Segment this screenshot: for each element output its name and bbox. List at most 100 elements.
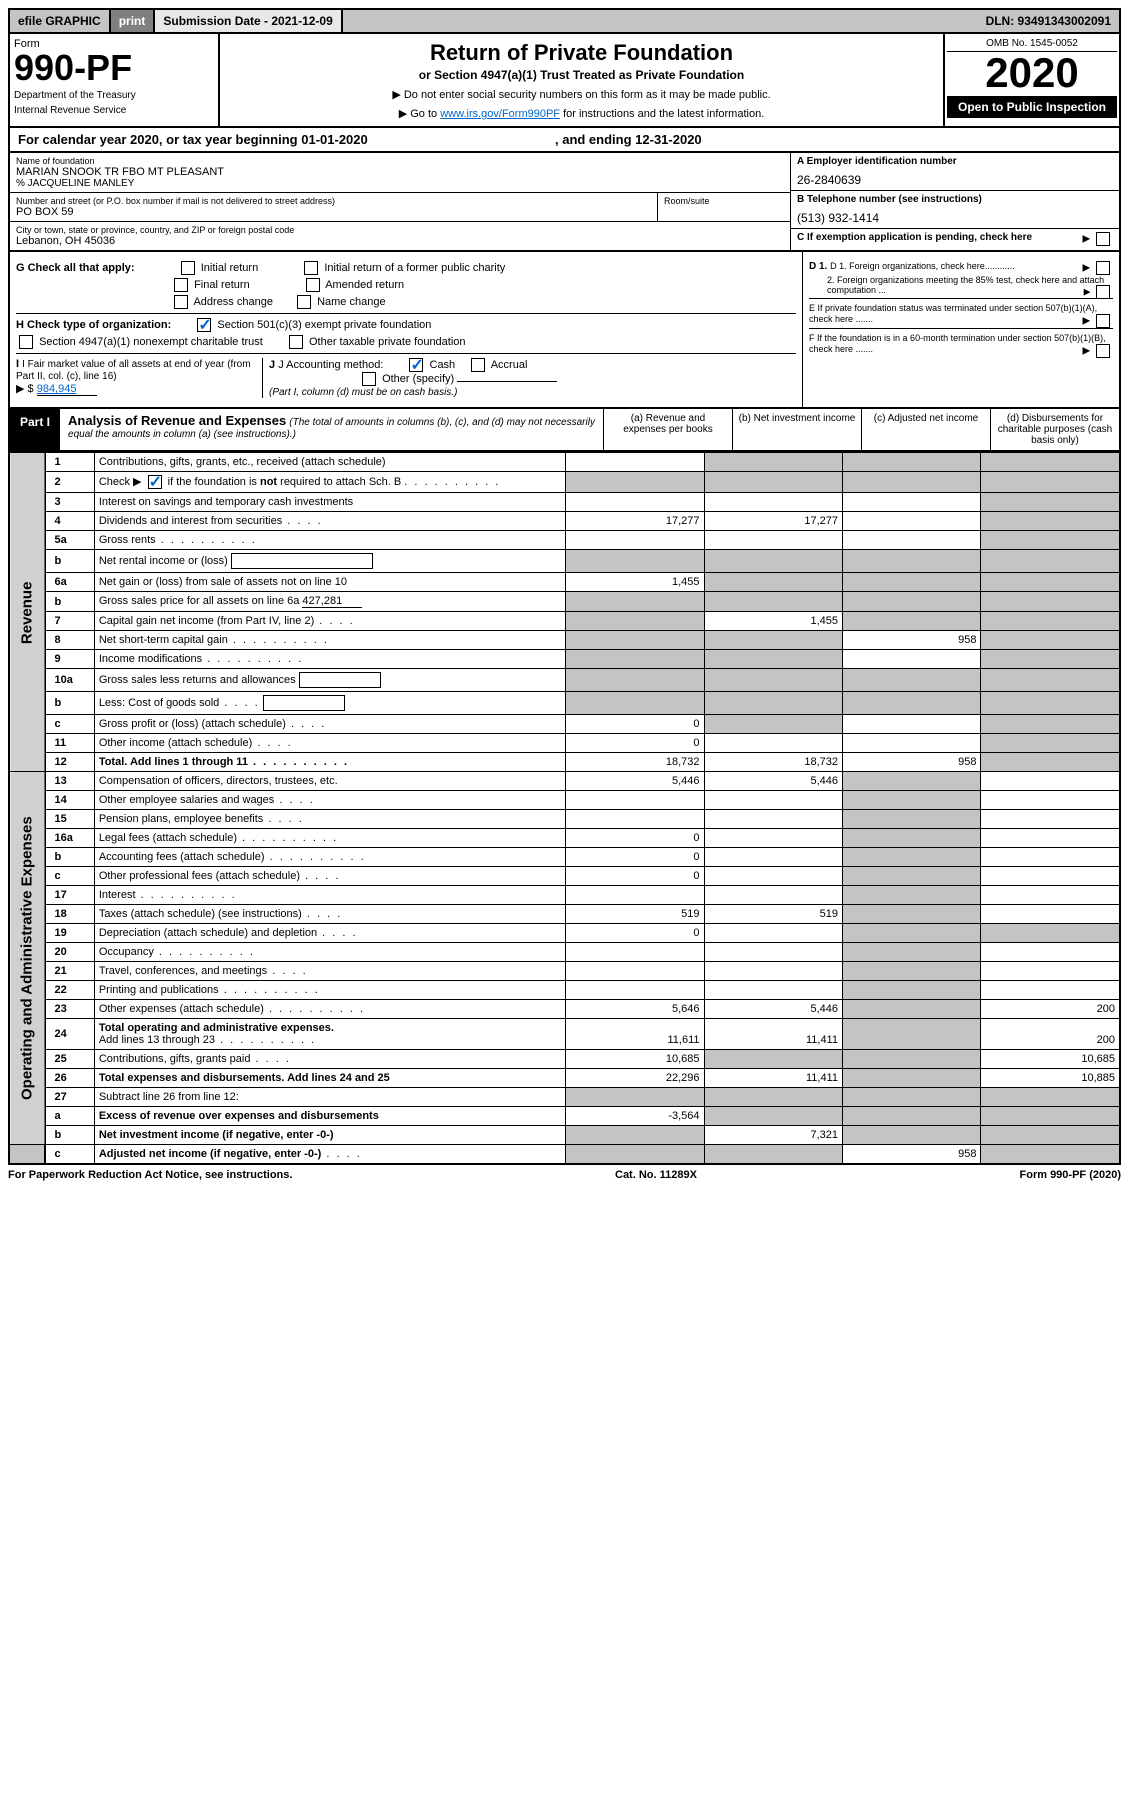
r16b: 0: [566, 848, 704, 867]
print-button[interactable]: print: [111, 10, 156, 32]
r24b: 11,411: [704, 1019, 842, 1050]
form-subtitle: or Section 4947(a)(1) Trust Treated as P…: [226, 68, 937, 82]
col-c-header: (c) Adjusted net income: [861, 409, 990, 450]
exemption-pending-label: C If exemption application is pending, c…: [797, 232, 1032, 243]
foundation-name-label: Name of foundation: [16, 156, 784, 166]
ein-value: 26-2840639: [797, 173, 1113, 187]
r24a: 11,611: [566, 1019, 704, 1050]
cb-d1[interactable]: [1096, 261, 1110, 275]
ein-label: A Employer identification number: [797, 156, 1113, 167]
form-title: Return of Private Foundation: [226, 40, 937, 66]
year-end: 12-31-2020: [635, 132, 702, 147]
header-note-1: ▶ Do not enter social security numbers o…: [226, 88, 937, 101]
col-a-header: (a) Revenue and expenses per books: [603, 409, 732, 450]
r12a: 18,732: [566, 753, 704, 772]
fmv-value[interactable]: 984,945: [37, 383, 97, 396]
page-footer: For Paperwork Reduction Act Notice, see …: [8, 1165, 1121, 1185]
r4b: 17,277: [704, 512, 842, 531]
expenses-side-label: Operating and Administrative Expenses: [9, 772, 45, 1145]
r11a: 0: [566, 734, 704, 753]
r24d: 200: [981, 1019, 1120, 1050]
cb-other-taxable[interactable]: [289, 335, 303, 349]
address: PO BOX 59: [16, 206, 651, 218]
part1-header: Part I Analysis of Revenue and Expenses …: [8, 409, 1121, 452]
r4a: 17,277: [566, 512, 704, 531]
col-b-header: (b) Net investment income: [732, 409, 861, 450]
r13a: 5,446: [566, 772, 704, 791]
r12c: 958: [842, 753, 980, 772]
r27c: 958: [842, 1145, 980, 1165]
dept-treasury: Department of the Treasury: [14, 90, 214, 101]
r26a: 22,296: [566, 1069, 704, 1088]
part1-label: Part I: [10, 409, 60, 450]
col-d-header: (d) Disbursements for charitable purpose…: [990, 409, 1119, 450]
cb-d2[interactable]: [1096, 285, 1110, 299]
r16c: 0: [566, 867, 704, 886]
r18b: 519: [704, 905, 842, 924]
cb-cash[interactable]: [409, 358, 423, 372]
check-section: G Check all that apply: Initial return I…: [8, 252, 1121, 409]
g-row: G Check all that apply: Initial return I…: [16, 261, 796, 275]
year-begin: 01-01-2020: [301, 132, 368, 147]
cb-accrual[interactable]: [471, 358, 485, 372]
cb-amended[interactable]: [306, 278, 320, 292]
phone-label: B Telephone number (see instructions): [797, 194, 1113, 205]
calendar-year-row: For calendar year 2020, or tax year begi…: [8, 128, 1121, 153]
room-label: Room/suite: [664, 196, 784, 206]
r27a: -3,564: [566, 1107, 704, 1126]
foundation-name: MARIAN SNOOK TR FBO MT PLEASANT: [16, 166, 784, 178]
part1-table: Revenue 1Contributions, gifts, grants, e…: [8, 452, 1121, 1165]
phone-value: (513) 932-1414: [797, 211, 1113, 225]
exemption-checkbox[interactable]: [1096, 232, 1110, 246]
top-bar-spacer: [343, 10, 978, 32]
footer-right: Form 990-PF (2020): [1020, 1169, 1122, 1181]
cb-f[interactable]: [1096, 344, 1110, 358]
top-bar: efile GRAPHIC print Submission Date - 20…: [8, 8, 1121, 34]
city-value: Lebanon, OH 45036: [16, 235, 784, 247]
address-label: Number and street (or P.O. box number if…: [16, 196, 651, 206]
r8c: 958: [842, 631, 980, 650]
r27b: 7,321: [704, 1126, 842, 1145]
r19a: 0: [566, 924, 704, 943]
tax-year: 2020: [947, 52, 1117, 94]
footer-center: Cat. No. 11289X: [615, 1169, 697, 1181]
entity-info: Name of foundation MARIAN SNOOK TR FBO M…: [8, 153, 1121, 252]
header-note-2: ▶ Go to www.irs.gov/Form990PF for instru…: [226, 107, 937, 120]
r25a: 10,685: [566, 1050, 704, 1069]
header-right: OMB No. 1545-0052 2020 Open to Public In…: [943, 34, 1119, 126]
form-header: Form 990-PF Department of the Treasury I…: [8, 34, 1121, 128]
cb-4947a1[interactable]: [19, 335, 33, 349]
irs-label: Internal Revenue Service: [14, 105, 214, 116]
open-public-badge: Open to Public Inspection: [947, 96, 1117, 118]
footer-left: For Paperwork Reduction Act Notice, see …: [8, 1169, 292, 1181]
cb-final-return[interactable]: [174, 278, 188, 292]
cb-other-method[interactable]: [362, 372, 376, 386]
r6b-val: 427,281: [302, 595, 362, 608]
cb-initial-former[interactable]: [304, 261, 318, 275]
city-label: City or town, state or province, country…: [16, 225, 784, 235]
r23a: 5,646: [566, 1000, 704, 1019]
header-left: Form 990-PF Department of the Treasury I…: [10, 34, 220, 126]
part1-title: Analysis of Revenue and Expenses: [68, 413, 286, 428]
dln-number: DLN: 93491343002091: [978, 10, 1119, 32]
r25d: 10,685: [981, 1050, 1120, 1069]
r12b: 18,732: [704, 753, 842, 772]
revenue-side-label: Revenue: [9, 453, 45, 772]
header-center: Return of Private Foundation or Section …: [220, 34, 943, 126]
irs-link[interactable]: www.irs.gov/Form990PF: [440, 108, 560, 120]
cb-name-change[interactable]: [297, 295, 311, 309]
r26b: 11,411: [704, 1069, 842, 1088]
r10c-a: 0: [566, 715, 704, 734]
r18a: 519: [566, 905, 704, 924]
submission-date: Submission Date - 2021-12-09: [155, 10, 342, 32]
form-number: 990-PF: [14, 50, 214, 86]
r23d: 200: [981, 1000, 1120, 1019]
cb-schb[interactable]: [148, 475, 162, 489]
cb-501c3[interactable]: [197, 318, 211, 332]
efile-label: efile GRAPHIC: [10, 10, 111, 32]
r13b: 5,446: [704, 772, 842, 791]
cb-e[interactable]: [1096, 314, 1110, 328]
r7b: 1,455: [704, 612, 842, 631]
cb-initial-return[interactable]: [181, 261, 195, 275]
cb-address-change[interactable]: [174, 295, 188, 309]
